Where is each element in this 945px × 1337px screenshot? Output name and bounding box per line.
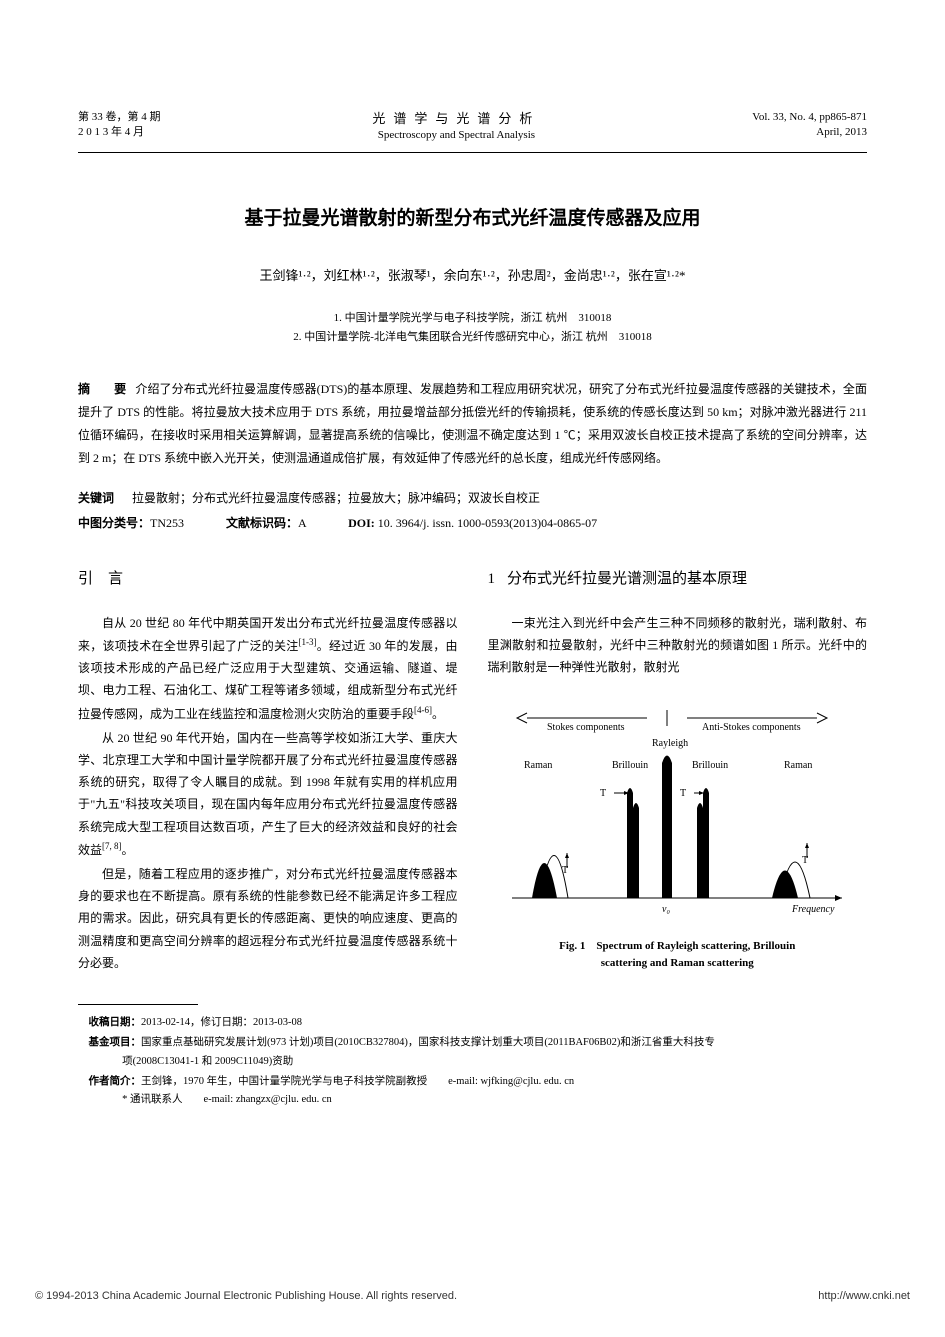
keywords-label: 关键词 — [78, 491, 114, 505]
section1-heading: 1 分布式光纤拉曼光谱测温的基本原理 — [488, 566, 868, 594]
copyright-url: http://www.cnki.net — [818, 1290, 910, 1302]
date-text: 2013-02-14，修订日期：2013-03-08 — [141, 1017, 302, 1028]
ref-1-3: [1-3] — [298, 637, 316, 647]
article-title: 基于拉曼光谱散射的新型分布式光纤温度传感器及应用 — [78, 203, 867, 230]
affiliation-2: 2. 中国计量学院-北洋电气集团联合光纤传感研究中心，浙江 杭州 310018 — [78, 328, 867, 348]
footnote-rule — [78, 1004, 198, 1005]
abstract-label: 摘 要 — [78, 382, 132, 396]
copyright-text: © 1994-2013 China Academic Journal Elect… — [35, 1290, 457, 1302]
abstract-text: 介绍了分布式光纤拉曼温度传感器(DTS)的基本原理、发展趋势和工程应用研究状况，… — [78, 382, 867, 464]
date-label: 收稿日期： — [89, 1016, 142, 1028]
figure-1-caption: Fig. 1 Spectrum of Rayleigh scattering, … — [488, 938, 868, 971]
header-left: 第 33 卷，第 4 期 2 0 1 3 年 4 月 — [78, 110, 161, 144]
intro-p3: 但是，随着工程应用的逐步推广，对分布式光纤拉曼温度传感器本身的要求也在不断提高。… — [78, 863, 458, 974]
body-columns: 引 言 自从 20 世纪 80 年代中期英国开发出分布式光纤拉曼温度传感器以来，… — [78, 566, 867, 976]
author-bio: 作者简介：王剑锋，1970 年生，中国计量学院光学与电子科技学院副教授 e-ma… — [78, 1072, 867, 1092]
funding: 基金项目：国家重点基础研究发展计划(973 计划)项目(2010CB327804… — [78, 1033, 867, 1053]
header-rule — [78, 152, 867, 153]
brillouin-left-label: Brillouin — [612, 760, 648, 771]
section1-title: 分布式光纤拉曼光谱测温的基本原理 — [507, 571, 747, 587]
running-header: 第 33 卷，第 4 期 2 0 1 3 年 4 月 光谱学与光谱分析 Spec… — [78, 110, 867, 144]
t-label-2: T — [680, 788, 686, 799]
stokes-label: Stokes components — [547, 722, 625, 733]
copyright-bar: © 1994-2013 China Academic Journal Elect… — [35, 1290, 910, 1302]
scattering-spectrum-chart: Stokes components Anti-Stokes components… — [502, 698, 852, 928]
journal-cn: 光谱学与光谱分析 — [161, 110, 753, 128]
fund-label: 基金项目： — [89, 1036, 142, 1048]
section1-num: 1 — [488, 571, 496, 587]
intro-heading: 引 言 — [78, 566, 458, 594]
fig-caption-line1: Fig. 1 Spectrum of Rayleigh scattering, … — [488, 938, 868, 955]
figure-1: Stokes components Anti-Stokes components… — [488, 698, 868, 971]
intro-p2: 从 20 世纪 90 年代开始，国内在一些高等学校如浙江大学、重庆大学、北京理工… — [78, 727, 458, 861]
frequency-label: Frequency — [791, 904, 835, 915]
funding-cont: 项(2008C13041-1 和 2009C11049)资助 — [78, 1053, 867, 1072]
clc-value: TN253 — [150, 516, 184, 530]
antistokes-label: Anti-Stokes components — [702, 722, 801, 733]
docid-label: 文献标识码： — [226, 516, 298, 530]
author-label: 作者简介： — [89, 1075, 142, 1087]
right-column: 1 分布式光纤拉曼光谱测温的基本原理 一束光注入到光纤中会产生三种不同频移的散射光… — [488, 566, 868, 976]
ref-4-6: [4-6] — [414, 705, 432, 715]
doi-label: DOI: — [348, 516, 375, 530]
abstract: 摘 要 介绍了分布式光纤拉曼温度传感器(DTS)的基本原理、发展趋势和工程应用研… — [78, 378, 867, 469]
received-date: 收稿日期：2013-02-14，修订日期：2013-03-08 — [78, 1013, 867, 1033]
pub-month: April, 2013 — [752, 125, 867, 140]
clc-label: 中图分类号： — [78, 516, 150, 530]
ref-7-8: [7, 8] — [102, 841, 122, 851]
vol-pages: Vol. 33, No. 4, pp865-871 — [752, 110, 867, 125]
pub-date: 2 0 1 3 年 4 月 — [78, 125, 161, 140]
affiliations: 1. 中国计量学院光学与电子科技学院，浙江 杭州 310018 2. 中国计量学… — [78, 309, 867, 349]
brillouin-right-label: Brillouin — [692, 760, 728, 771]
keywords-text: 拉曼散射；分布式光纤拉曼温度传感器；拉曼放大；脉冲编码；双波长自校正 — [132, 491, 540, 505]
vol-issue: 第 33 卷，第 4 期 — [78, 110, 161, 125]
footnotes: 收稿日期：2013-02-14，修订日期：2013-03-08 基金项目：国家重… — [78, 1013, 867, 1110]
intro-p1: 自从 20 世纪 80 年代中期英国开发出分布式光纤拉曼温度传感器以来，该项技术… — [78, 612, 458, 725]
journal-en: Spectroscopy and Spectral Analysis — [161, 128, 753, 143]
affiliation-1: 1. 中国计量学院光学与电子科技学院，浙江 杭州 310018 — [78, 309, 867, 329]
author-list: 王剑锋¹·²，刘红林¹·²，张淑琴¹，余向东¹·²，孙忠周²，金尚忠¹·²，张在… — [78, 265, 867, 284]
raman-left-label: Raman — [524, 760, 552, 771]
section1-p1: 一束光注入到光纤中会产生三种不同频移的散射光，瑞利散射、布里渊散射和拉曼散射，光… — [488, 612, 868, 679]
fig-caption-line2: scattering and Raman scattering — [488, 955, 868, 972]
left-column: 引 言 自从 20 世纪 80 年代中期英国开发出分布式光纤拉曼温度传感器以来，… — [78, 566, 458, 976]
raman-right-label: Raman — [784, 760, 812, 771]
fund-text: 国家重点基础研究发展计划(973 计划)项目(2010CB327804)，国家科… — [141, 1037, 715, 1048]
t-label-1: T — [600, 788, 606, 799]
header-center: 光谱学与光谱分析 Spectroscopy and Spectral Analy… — [161, 110, 753, 144]
corresponding-author: * 通讯联系人 e-mail: zhangzx@cjlu. edu. cn — [78, 1091, 867, 1110]
author-text: 王剑锋，1970 年生，中国计量学院光学与电子科技学院副教授 e-mail: w… — [141, 1076, 574, 1087]
rayleigh-label: Rayleigh — [652, 738, 688, 749]
docid-value: A — [298, 516, 306, 530]
doi-value: 10. 3964/j. issn. 1000-0593(2013)04-0865… — [378, 516, 597, 530]
nu0-label: ν₀ — [662, 904, 670, 915]
keywords: 关键词 拉曼散射；分布式光纤拉曼温度传感器；拉曼放大；脉冲编码；双波长自校正 — [78, 487, 867, 510]
classification: 中图分类号：TN253 文献标识码：A DOI: 10. 3964/j. iss… — [78, 514, 867, 531]
header-right: Vol. 33, No. 4, pp865-871 April, 2013 — [752, 110, 867, 144]
